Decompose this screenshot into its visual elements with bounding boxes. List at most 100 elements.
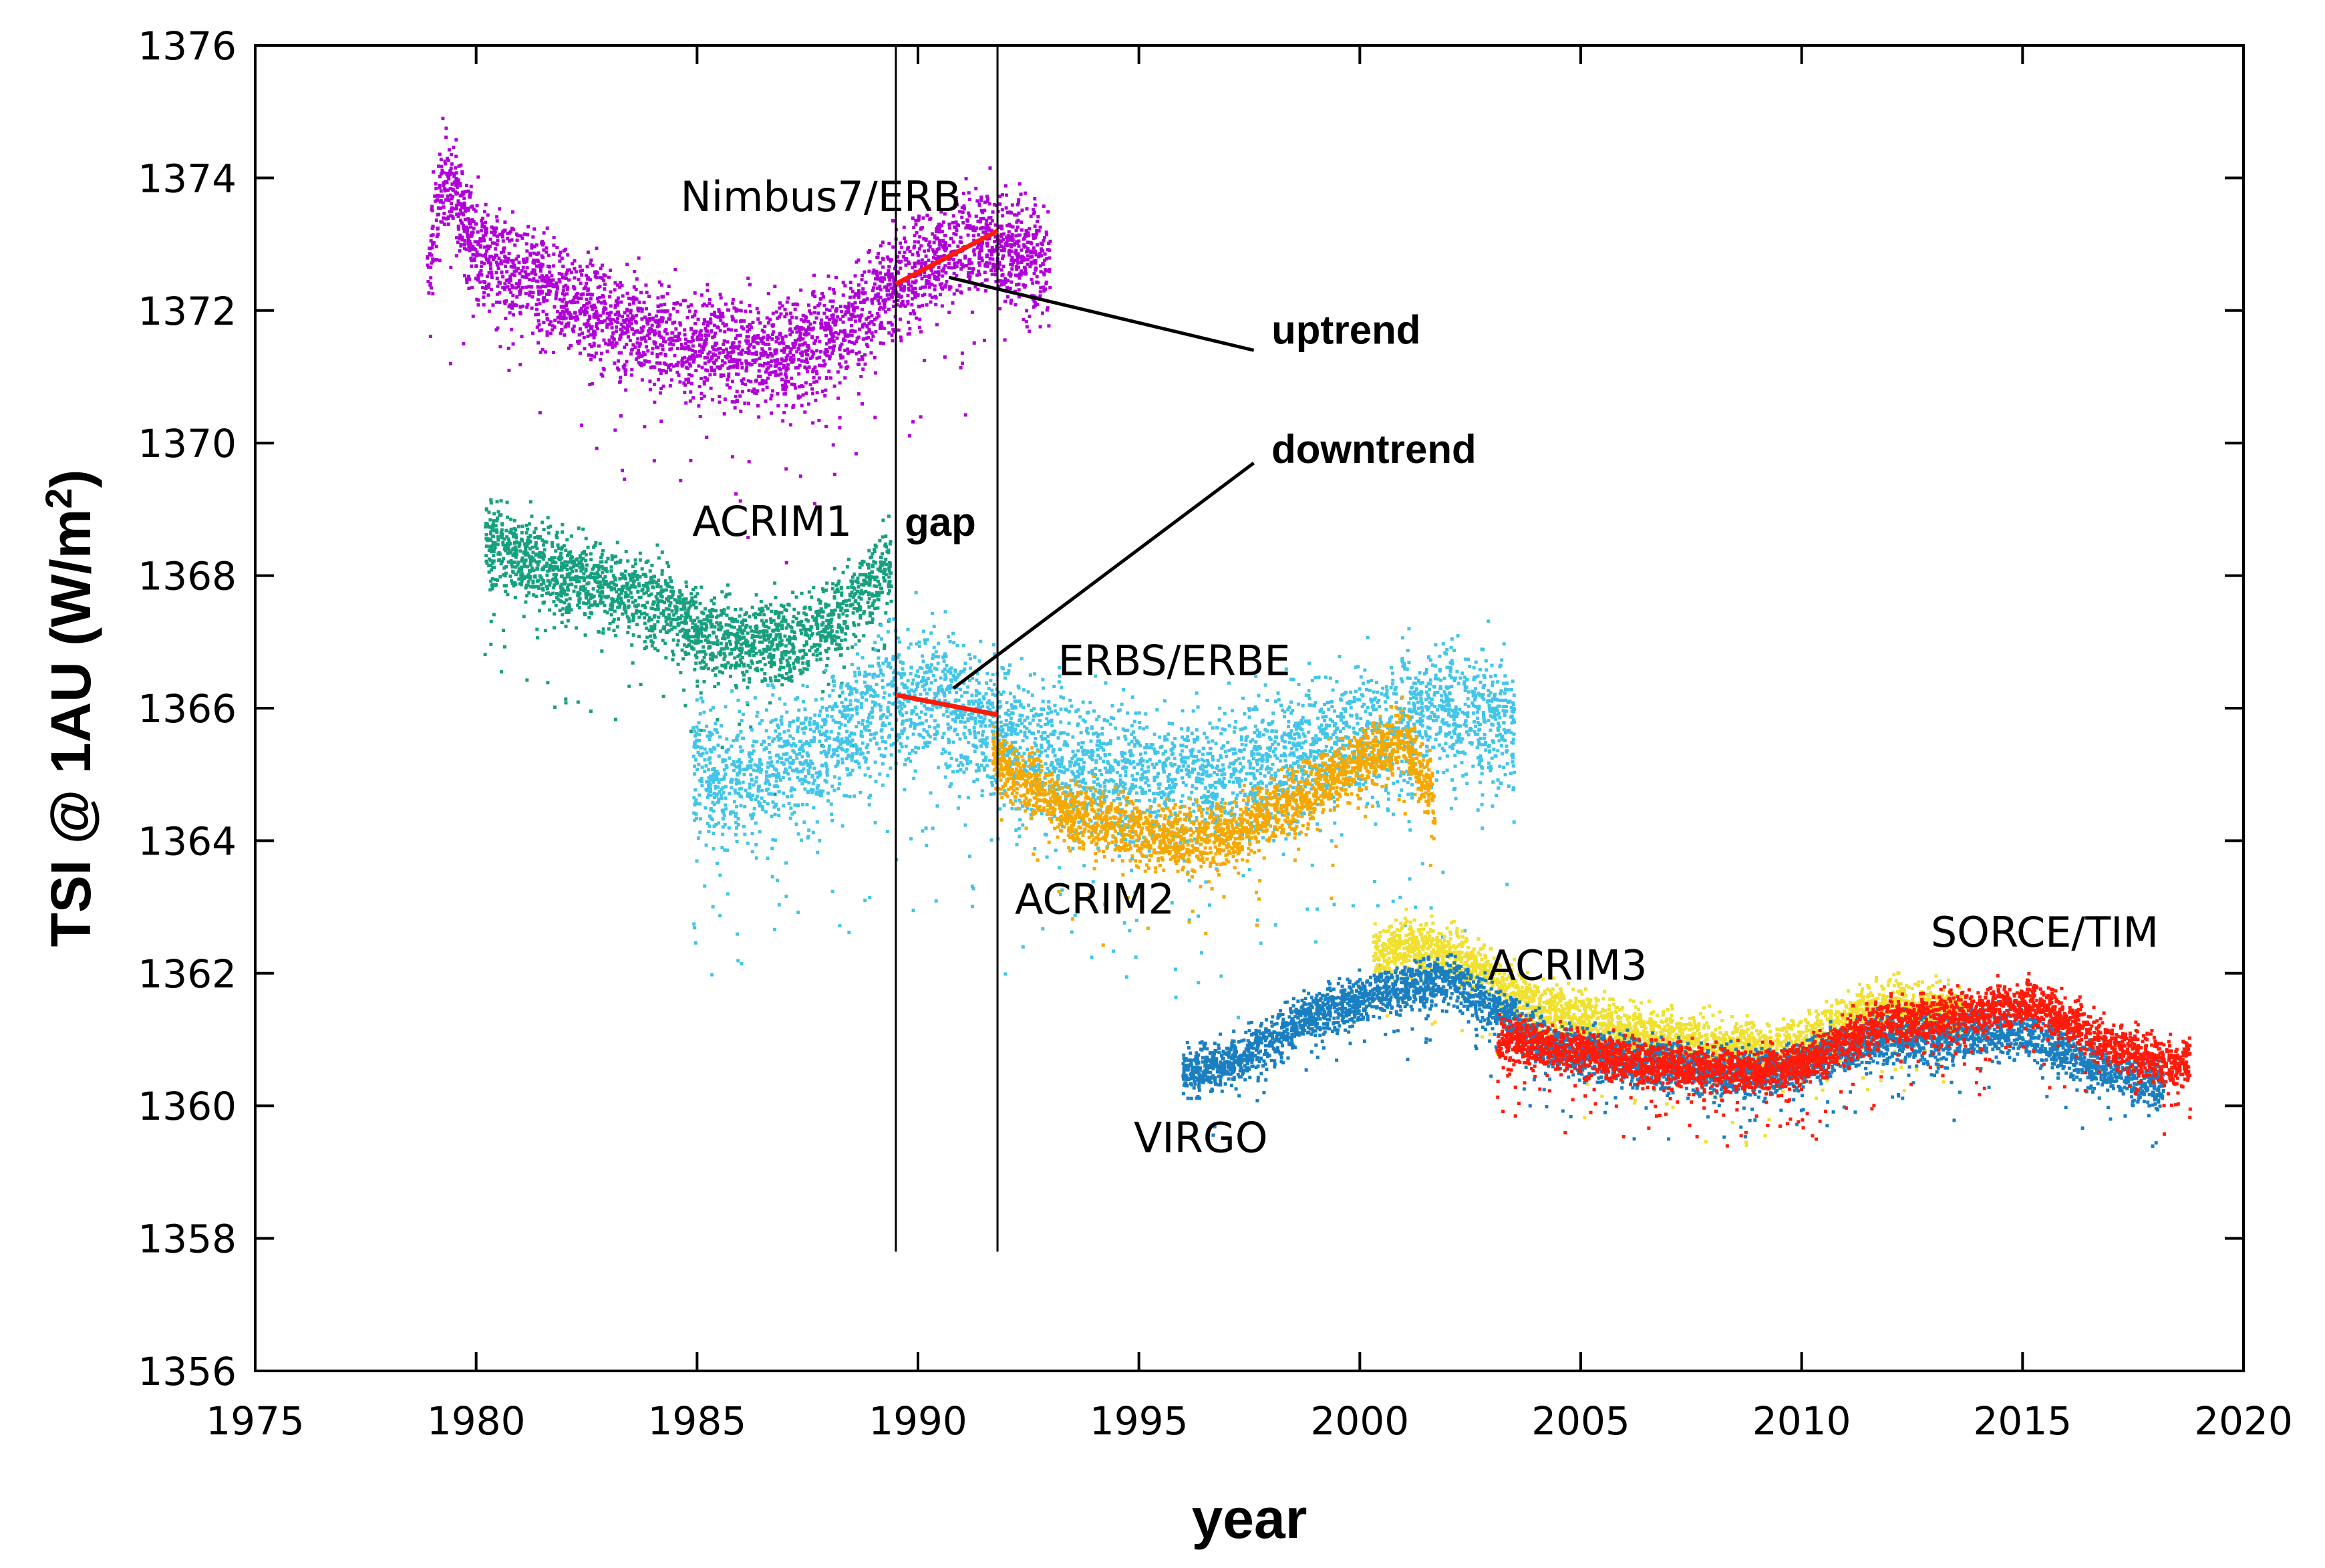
data-point <box>602 311 605 315</box>
data-point <box>693 331 697 334</box>
data-point <box>492 226 495 230</box>
data-point <box>1016 213 1019 216</box>
data-point <box>494 254 497 257</box>
data-point <box>723 637 726 640</box>
data-point <box>768 318 772 321</box>
data-point <box>555 297 558 300</box>
data-point <box>813 311 816 314</box>
data-point <box>711 335 714 339</box>
data-point <box>545 562 549 565</box>
data-point <box>713 625 716 629</box>
data-point <box>733 647 736 651</box>
data-point <box>640 589 643 592</box>
data-point <box>689 619 693 622</box>
data-point <box>873 416 877 419</box>
data-point <box>527 285 530 289</box>
data-point <box>738 341 741 344</box>
data-point <box>1030 262 1034 265</box>
data-point <box>1012 238 1015 241</box>
data-point <box>877 292 880 295</box>
data-point <box>913 262 916 265</box>
data-point <box>814 618 818 621</box>
data-point <box>904 263 907 267</box>
data-point <box>542 601 545 605</box>
data-point <box>725 347 728 351</box>
data-point <box>526 266 529 269</box>
data-point <box>774 596 777 599</box>
data-point <box>587 616 591 619</box>
data-point <box>730 625 733 629</box>
data-point <box>1018 182 1022 186</box>
data-point <box>1048 268 1051 271</box>
data-point <box>504 529 508 532</box>
data-point <box>630 373 633 377</box>
data-point <box>540 255 544 258</box>
data-point <box>502 247 506 250</box>
data-point <box>859 319 862 323</box>
data-point <box>629 591 633 595</box>
data-point <box>692 360 695 363</box>
data-point <box>711 398 714 402</box>
data-point <box>661 569 664 573</box>
data-point <box>696 616 700 619</box>
data-point <box>532 268 535 271</box>
data-point <box>770 353 773 356</box>
data-point <box>623 311 627 315</box>
data-point <box>774 792 777 796</box>
data-point <box>601 264 604 267</box>
data-point <box>618 285 621 289</box>
data-point <box>1026 249 1030 253</box>
data-point <box>632 633 635 637</box>
data-point <box>873 607 877 610</box>
data-point <box>661 573 664 576</box>
data-point <box>803 333 806 336</box>
data-point <box>442 212 446 215</box>
data-point <box>755 352 758 355</box>
data-point <box>918 235 921 239</box>
data-point <box>1005 224 1009 227</box>
data-point <box>871 617 875 621</box>
data-point <box>832 613 835 616</box>
data-point <box>441 117 444 120</box>
data-point <box>860 583 863 586</box>
data-point <box>695 685 699 688</box>
data-point <box>1033 234 1036 237</box>
data-point <box>719 365 722 369</box>
data-point <box>712 631 716 635</box>
data-point <box>884 273 887 276</box>
data-point <box>574 311 577 314</box>
data-point <box>555 246 559 249</box>
data-point <box>1010 281 1013 284</box>
data-point <box>863 271 866 274</box>
data-point <box>851 305 855 308</box>
data-point <box>1018 277 1021 280</box>
data-point <box>584 559 587 563</box>
data-point <box>489 267 492 271</box>
data-point <box>873 323 876 326</box>
data-point <box>697 318 700 321</box>
data-point <box>518 261 521 264</box>
data-point <box>1000 269 1003 272</box>
data-point <box>891 339 894 342</box>
data-point <box>553 612 556 615</box>
data-point <box>764 663 767 666</box>
data-point <box>465 184 468 187</box>
data-point <box>798 363 802 367</box>
data-point <box>564 273 567 276</box>
data-point <box>695 606 698 609</box>
data-point <box>903 251 907 254</box>
data-point <box>713 373 716 376</box>
data-point <box>1011 203 1014 206</box>
data-point <box>899 305 902 308</box>
data-point <box>871 271 875 275</box>
data-point <box>1034 224 1037 228</box>
data-point <box>867 270 871 273</box>
data-point <box>749 380 752 383</box>
data-point <box>829 299 832 303</box>
data-point <box>542 231 546 234</box>
data-point <box>738 723 741 726</box>
data-point <box>521 305 524 308</box>
data-point <box>643 647 647 650</box>
data-point <box>744 369 748 372</box>
data-point <box>803 410 806 414</box>
